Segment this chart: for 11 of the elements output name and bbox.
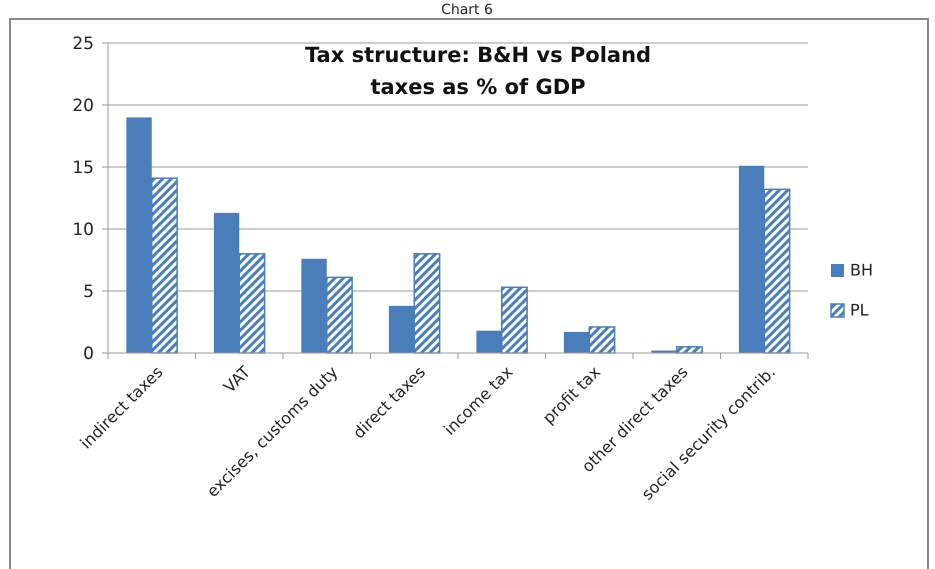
caption: Chart 6 xyxy=(441,2,493,18)
legend-label: PL xyxy=(850,300,869,320)
x-tick-label: VAT xyxy=(220,362,254,397)
y-tick-label: 15 xyxy=(72,158,94,178)
y-tick-label: 5 xyxy=(83,282,94,302)
y-tick-label: 25 xyxy=(72,34,94,54)
y-tick-label: 0 xyxy=(83,344,94,364)
legend-label: BH xyxy=(850,260,874,280)
y-tick-label: 20 xyxy=(72,96,94,116)
y-tick-label: 10 xyxy=(72,220,94,240)
text: Tax structure: B&H vs Poland taxes as % of GDP xyxy=(304,43,652,99)
